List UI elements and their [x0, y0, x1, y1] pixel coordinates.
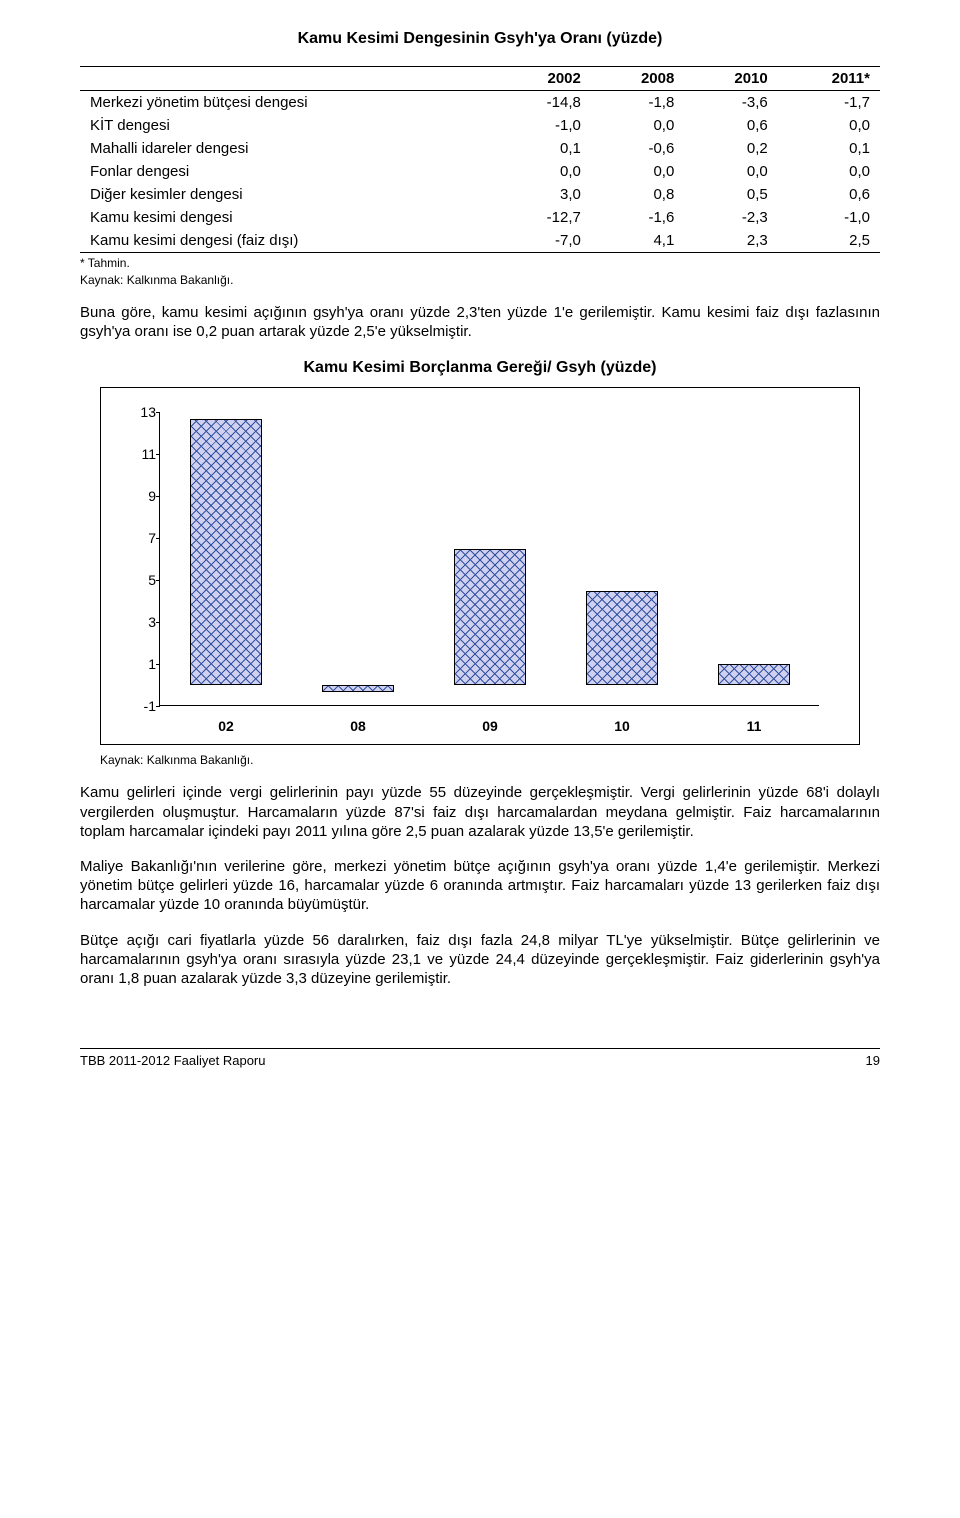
table-footnote-2: Kaynak: Kalkınma Bakanlığı.	[80, 273, 880, 287]
table-cell: 0,0	[591, 114, 684, 137]
table-cell: Diğer kesimler dengesi	[80, 183, 496, 206]
table-cell: 0,0	[591, 160, 684, 183]
table-header: 2002	[496, 67, 591, 91]
table-cell: -12,7	[496, 206, 591, 229]
table-cell: KİT dengesi	[80, 114, 496, 137]
chart-source: Kaynak: Kalkınma Bakanlığı.	[100, 753, 880, 767]
x-axis-label: 08	[350, 718, 366, 734]
table-cell: 0,8	[591, 183, 684, 206]
y-axis-tick: 1	[134, 656, 156, 672]
table-cell: 0,0	[778, 160, 880, 183]
footer-right: 19	[866, 1053, 880, 1068]
table-header: 2008	[591, 67, 684, 91]
paragraph-3: Maliye Bakanlığı'nın verilerine göre, me…	[80, 857, 880, 915]
table-title: Kamu Kesimi Dengesinin Gsyh'ya Oranı (yü…	[80, 30, 880, 48]
x-axis-label: 11	[747, 718, 762, 734]
table-cell: 0,6	[778, 183, 880, 206]
table-cell: -1,6	[591, 206, 684, 229]
y-axis-tick: 13	[134, 404, 156, 420]
table-cell: -1,0	[496, 114, 591, 137]
table-cell: 2,3	[684, 229, 777, 253]
paragraph-4: Bütçe açığı cari fiyatlarla yüzde 56 dar…	[80, 931, 880, 989]
table-cell: Kamu kesimi dengesi	[80, 206, 496, 229]
table-cell: 2,5	[778, 229, 880, 253]
bar-chart: -11357911130208091011	[100, 387, 860, 745]
table-header: 2011*	[778, 67, 880, 91]
chart-bar	[586, 591, 659, 686]
table-cell: -1,8	[591, 91, 684, 115]
x-axis-label: 10	[614, 718, 630, 734]
paragraph-1: Buna göre, kamu kesimi açığının gsyh'ya …	[80, 303, 880, 341]
chart-bar	[718, 664, 791, 685]
chart-bar	[322, 685, 395, 691]
table-cell: 0,1	[778, 137, 880, 160]
table-cell: -3,6	[684, 91, 777, 115]
table-footnote-1: * Tahmin.	[80, 256, 880, 270]
table-cell: 0,0	[684, 160, 777, 183]
table-cell: -2,3	[684, 206, 777, 229]
table-cell: 0,2	[684, 137, 777, 160]
table-header: 2010	[684, 67, 777, 91]
table-header	[80, 67, 496, 91]
y-axis-tick: 5	[134, 572, 156, 588]
balance-table: 2002200820102011* Merkezi yönetim bütçes…	[80, 66, 880, 253]
page-footer: TBB 2011-2012 Faaliyet Raporu 19	[80, 1048, 880, 1068]
table-cell: Merkezi yönetim bütçesi dengesi	[80, 91, 496, 115]
table-cell: 0,6	[684, 114, 777, 137]
chart-bar	[190, 419, 263, 686]
table-cell: -14,8	[496, 91, 591, 115]
table-cell: Kamu kesimi dengesi (faiz dışı)	[80, 229, 496, 253]
table-cell: 0,5	[684, 183, 777, 206]
table-cell: 0,0	[496, 160, 591, 183]
table-cell: 0,0	[778, 114, 880, 137]
paragraph-2: Kamu gelirleri içinde vergi gelirlerinin…	[80, 783, 880, 841]
table-cell: -0,6	[591, 137, 684, 160]
table-cell: Mahalli idareler dengesi	[80, 137, 496, 160]
y-axis-tick: 7	[134, 530, 156, 546]
y-axis-tick: -1	[134, 698, 156, 714]
table-cell: 4,1	[591, 229, 684, 253]
table-cell: -1,7	[778, 91, 880, 115]
y-axis-tick: 11	[134, 446, 156, 462]
chart-bar	[454, 549, 527, 686]
table-cell: 3,0	[496, 183, 591, 206]
table-cell: -1,0	[778, 206, 880, 229]
chart-title: Kamu Kesimi Borçlanma Gereği/ Gsyh (yüzd…	[80, 359, 880, 377]
y-axis-tick: 9	[134, 488, 156, 504]
table-cell: 0,1	[496, 137, 591, 160]
x-axis-label: 09	[482, 718, 498, 734]
x-axis-label: 02	[218, 718, 234, 734]
table-cell: -7,0	[496, 229, 591, 253]
y-axis-tick: 3	[134, 614, 156, 630]
footer-left: TBB 2011-2012 Faaliyet Raporu	[80, 1053, 265, 1068]
table-cell: Fonlar dengesi	[80, 160, 496, 183]
